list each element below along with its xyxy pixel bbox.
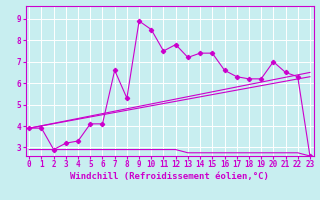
X-axis label: Windchill (Refroidissement éolien,°C): Windchill (Refroidissement éolien,°C) xyxy=(70,172,269,181)
